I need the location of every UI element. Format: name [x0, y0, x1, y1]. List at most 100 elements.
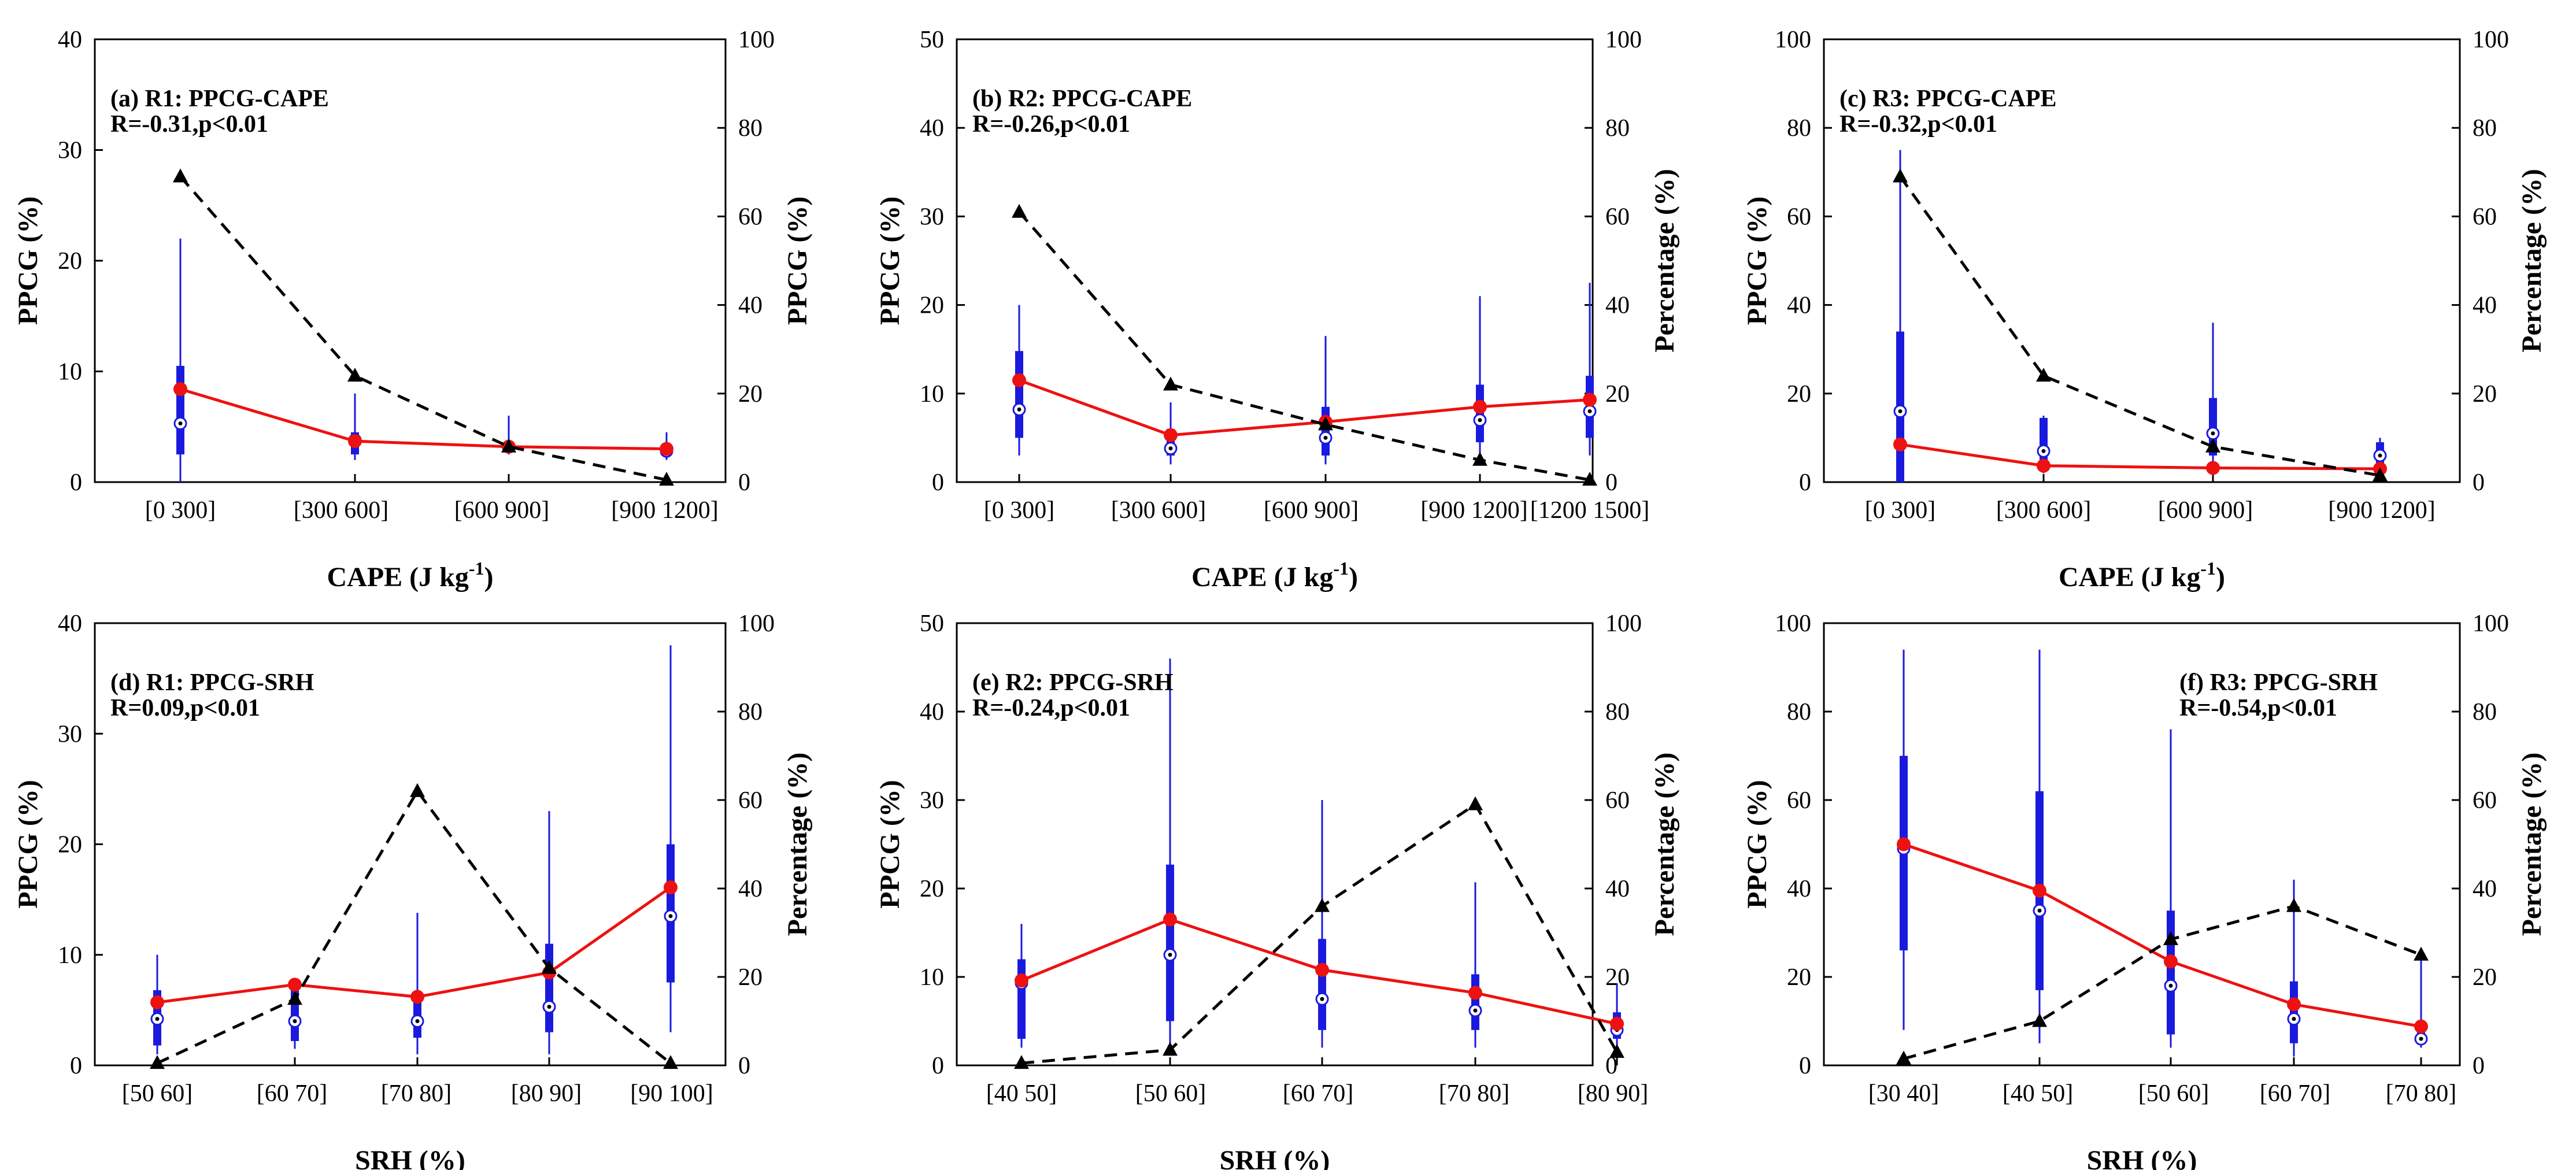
y-right-tick-label: 60	[2473, 203, 2497, 230]
x-axis-label-exponent: -1	[469, 558, 484, 579]
box-iqr	[1166, 864, 1174, 1021]
panel-title: (c) R3: PPCG-CAPE	[1840, 86, 2057, 112]
y-tick-label: 20	[58, 248, 82, 275]
y-right-tick-label: 0	[738, 1053, 750, 1079]
y-tick-label: 10	[920, 381, 944, 408]
box-iqr	[545, 943, 553, 1032]
x-tick-label: [60 70]	[257, 1080, 327, 1107]
box-3	[1473, 296, 1487, 456]
x-axis-label-exponent: -1	[1333, 558, 1349, 579]
percentage-point	[173, 168, 188, 183]
percentage-point	[2286, 898, 2301, 912]
box-0	[1893, 150, 1907, 482]
mean-ppcg-point	[410, 990, 424, 1004]
y-right-tick-label: 0	[2473, 469, 2485, 496]
mean-ppcg-point	[1315, 962, 1329, 977]
panel-stat: R=-0.26,p<0.01	[972, 111, 1130, 138]
y-right-tick-label: 100	[738, 27, 775, 53]
x-tick-label: [900 1200]	[611, 497, 718, 524]
box-median-dot	[2292, 1017, 2296, 1021]
box-median-dot	[1587, 409, 1592, 413]
mean-ppcg-point	[1468, 986, 1482, 1000]
percentage-line	[1898, 175, 2381, 477]
x-axis-label-main: CAPE (J kg	[2059, 562, 2200, 593]
y-right-tick-label: 0	[1605, 469, 1618, 496]
box-3	[542, 811, 556, 1054]
y-axis-label: PPCG (%)	[13, 780, 43, 909]
y-right-tick-label: 100	[738, 610, 775, 637]
panel-stat: R=-0.31,p<0.01	[110, 111, 268, 138]
panel-stat: R=-0.24,p<0.01	[972, 695, 1130, 721]
percentage-point	[501, 438, 516, 453]
y-right-tick-label: 80	[1605, 115, 1630, 142]
y-right-tick-label: 100	[2473, 27, 2509, 53]
box-1	[2033, 649, 2046, 1043]
y-tick-label: 0	[70, 1053, 82, 1079]
mean-ppcg-point	[1473, 399, 1487, 414]
mean-ppcg-point	[2164, 954, 2178, 969]
mean-ppcg-point	[1163, 912, 1177, 927]
percentage-point	[2205, 438, 2220, 453]
y-tick-label: 0	[932, 469, 944, 496]
x-tick-label: [60 70]	[1283, 1080, 1353, 1107]
x-tick-label: [70 80]	[381, 1080, 451, 1107]
percentage-line	[179, 175, 667, 482]
x-axis-label: SRH (%)	[2087, 1145, 2197, 1170]
box-median-dot	[2211, 431, 2215, 436]
y-right-tick-label: 60	[1605, 203, 1630, 230]
mean-ppcg-point	[1583, 393, 1597, 407]
percentage-point	[1163, 376, 1178, 391]
mean-ppcg-point	[664, 880, 678, 895]
y-tick-label: 40	[58, 610, 82, 637]
y-right-tick-label: 20	[1605, 381, 1630, 408]
y-right-tick-label: 0	[738, 469, 750, 496]
panel-stat: R=-0.54,p<0.01	[2179, 695, 2337, 721]
x-tick-label: [300 600]	[1111, 497, 1206, 524]
plot-frame	[956, 622, 1594, 1067]
panel-title: (f) R3: PPCG-SRH	[2179, 669, 2378, 696]
percentage-point	[287, 991, 302, 1005]
mean-ppcg-point	[1015, 973, 1028, 988]
y-right-axis-label: Percentage (%)	[1649, 753, 1680, 936]
y-tick-label: 10	[58, 942, 82, 969]
x-tick-label: [300 600]	[1996, 497, 2091, 524]
mean-ppcg-point	[348, 434, 362, 449]
y-tick-label: 50	[920, 27, 944, 53]
x-axis-label-main: CAPE (J kg	[327, 562, 469, 593]
percentage-point	[2032, 1013, 2047, 1027]
box-median-dot	[1323, 435, 1328, 440]
y-axis-label: PPCG (%)	[875, 197, 905, 325]
y-right-tick-label: 100	[2473, 610, 2509, 637]
panel-f: 0 20 40 60 80 100 0 20 40 60 80 100 [30 40] [40 50] [5…	[1742, 610, 2547, 1170]
box-iqr	[1318, 939, 1326, 1030]
percentage-point	[2414, 946, 2429, 961]
y-right-axis-label: Percentage (%)	[1649, 169, 1680, 353]
mean-ppcg-point	[1897, 837, 1911, 851]
y-tick-label: 20	[1787, 381, 1811, 408]
box-3	[2373, 438, 2387, 478]
x-tick-label: [70 80]	[2386, 1080, 2456, 1107]
y-right-tick-label: 40	[1605, 292, 1630, 319]
x-axis-label: CAPE (J kg-1)	[2059, 558, 2225, 593]
y-tick-label: 10	[920, 964, 944, 991]
y-tick-label: 40	[58, 27, 82, 53]
box-median-dot	[1478, 418, 1482, 423]
y-tick-label: 0	[1799, 469, 1811, 496]
box-median-dot	[547, 1005, 552, 1009]
percentage-point	[1472, 451, 1487, 466]
box-iqr	[2167, 910, 2175, 1035]
y-right-tick-label: 80	[1605, 699, 1630, 725]
x-tick-label: [30 40]	[1868, 1080, 1939, 1107]
y-tick-label: 30	[920, 203, 944, 230]
box-median-dot	[668, 914, 673, 919]
plot-frame	[956, 38, 1594, 483]
y-tick-label: 0	[1799, 1053, 1811, 1079]
box-4	[1583, 283, 1597, 456]
percentage-point	[1315, 898, 1330, 912]
x-tick-label: [900 1200]	[1420, 497, 1527, 524]
x-axis-label-end: )	[484, 562, 494, 593]
box-median-dot	[1320, 997, 1324, 1001]
percentage-line	[1018, 211, 1590, 482]
panel-title: (e) R2: PPCG-SRH	[972, 669, 1174, 696]
